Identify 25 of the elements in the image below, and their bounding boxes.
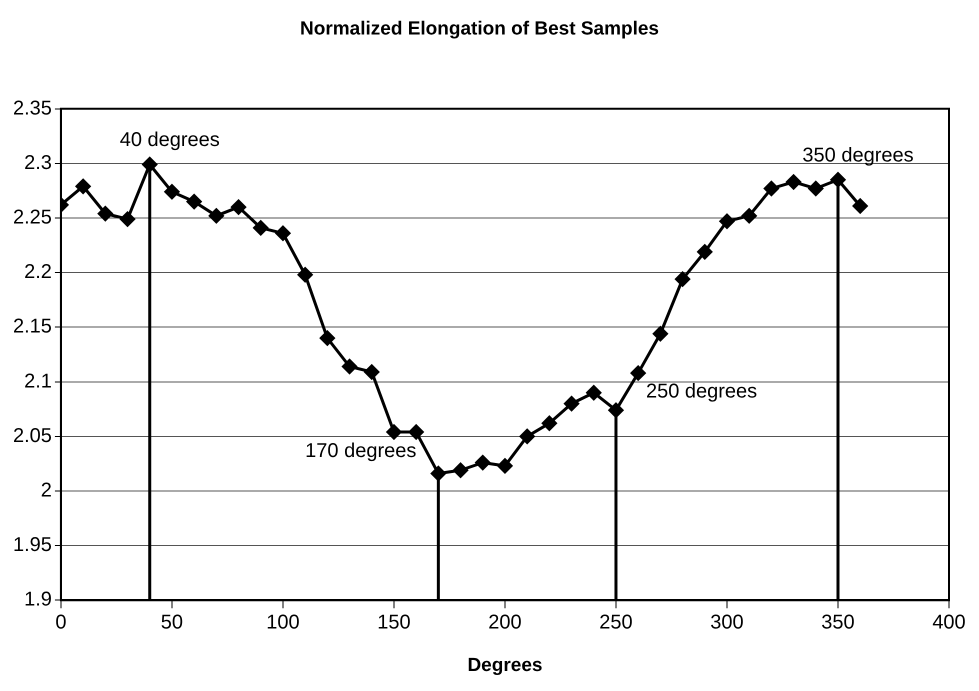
x-tick-label: 350 <box>821 612 855 634</box>
y-tick-label: 2.25 <box>12 206 52 229</box>
y-tick-label: 2 <box>40 480 52 502</box>
x-tick-label: 50 <box>160 612 184 634</box>
y-tick-label: 1.95 <box>12 534 52 556</box>
y-tick-label: 2.15 <box>12 316 52 338</box>
x-tick-label: 250 <box>599 612 633 634</box>
y-tick-label: 1.9 <box>24 588 52 611</box>
chart-title: Normalized Elongation of Best Samples <box>300 18 659 40</box>
y-tick-label: 2.1 <box>24 370 52 392</box>
x-axis-title: Degrees <box>467 654 542 676</box>
y-tick-label: 2.3 <box>24 152 52 174</box>
ref-line-label: 350 degrees <box>802 144 914 166</box>
ref-line-label: 40 degrees <box>120 129 220 152</box>
y-tick-label: 2.2 <box>24 261 52 284</box>
ref-line-label: 170 degrees <box>305 440 416 462</box>
x-tick-label: 400 <box>932 612 966 634</box>
x-tick-label: 0 <box>55 612 66 634</box>
x-tick-label: 300 <box>710 612 744 634</box>
x-tick-label: 100 <box>266 612 300 634</box>
x-tick-label: 200 <box>488 612 522 634</box>
ref-line-label: 250 degrees <box>646 380 758 403</box>
x-tick-label: 150 <box>377 612 411 634</box>
y-tick-label: 2.35 <box>12 97 52 120</box>
y-tick-label: 2.05 <box>12 424 52 447</box>
